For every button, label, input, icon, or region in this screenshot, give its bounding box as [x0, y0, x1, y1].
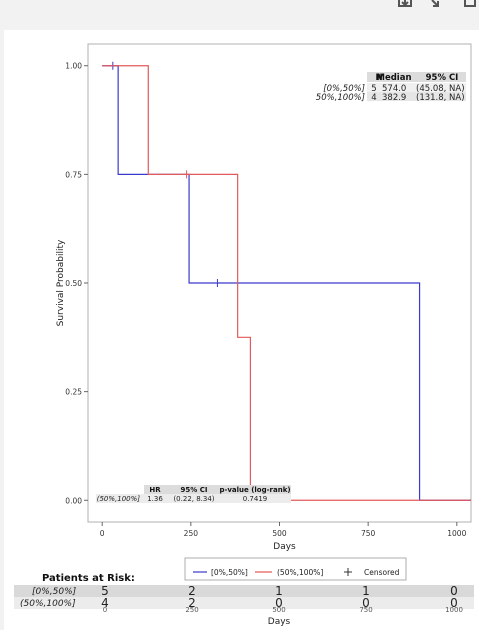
y-axis-label: Survival Probability — [56, 239, 66, 326]
risk-table-cell: 0 — [450, 584, 458, 598]
survival-curve-1 — [102, 65, 471, 501]
risk-table-cell: 2 — [188, 584, 196, 598]
legend-label-2: (50%,100%] — [277, 568, 323, 577]
hr-table-row-label: (50%,100%] — [97, 495, 141, 503]
legend-censored-label: Censored — [364, 568, 400, 577]
risk-table-cell: 0 — [362, 596, 370, 610]
risk-table-cell: 5 — [101, 584, 109, 598]
legend-censored-mark — [344, 568, 352, 576]
risk-table-row-label: [0%,50%] — [32, 587, 77, 597]
median-table-header-bg — [367, 72, 466, 82]
risk-table-cell: 4 — [101, 596, 109, 610]
risk-axis-label: Days — [268, 617, 291, 627]
hr-table-ci: (0.22, 8.34) — [173, 495, 214, 503]
risk-axis-tick-label: 500 — [272, 606, 285, 614]
median-table-header: Median — [376, 73, 411, 83]
risk-table-cell: 2 — [188, 596, 196, 610]
expand-icon[interactable] — [463, 0, 479, 10]
risk-table-row: [0%,50%] 5 2 1 1 0 — [14, 584, 474, 598]
y-tick-label: 1.00 — [65, 62, 82, 71]
median-table-median: 574.0 — [382, 84, 406, 94]
censored-mark — [213, 279, 222, 287]
risk-table-row: (50%,100%] 4 2 0 0 0 — [14, 596, 474, 610]
legend-label-1: [0%,50%] — [211, 568, 248, 577]
download-icon[interactable] — [397, 0, 413, 10]
risk-table-axis: 0 250 500 750 1000 Days — [103, 606, 463, 627]
x-tick-label: 1000 — [447, 529, 466, 538]
median-table-ci: (45.08, NA) — [416, 84, 465, 94]
x-tick-label: 750 — [361, 529, 376, 538]
risk-table-cell: 0 — [450, 596, 458, 610]
median-table-header: N — [375, 73, 382, 83]
risk-axis-tick-label: 0 — [103, 606, 107, 614]
median-table-n: 4 — [371, 93, 376, 103]
hr-table-header: HR — [149, 486, 161, 494]
risk-table-cell: 0 — [275, 596, 283, 610]
x-tick-label: 0 — [100, 529, 105, 538]
median-table-header: 95% CI — [426, 73, 459, 83]
risk-table-cell: 1 — [362, 584, 370, 598]
y-tick-label: 0.50 — [65, 279, 82, 288]
x-tick-label: 500 — [272, 529, 287, 538]
y-tick-label: 0.25 — [65, 388, 82, 397]
hr-table-hr: 1.36 — [147, 495, 163, 503]
hr-table-header: 95% CI — [181, 486, 208, 494]
median-table-row-label: [0%,50%] — [323, 84, 365, 94]
risk-table-row-label: (50%,100%] — [20, 599, 76, 609]
x-axis-label: Days — [273, 542, 296, 552]
survival-curve-2 — [102, 65, 471, 501]
median-table-median: 382.9 — [382, 93, 406, 103]
legend-box — [184, 557, 407, 581]
median-table-row-label: 50%,100%] — [316, 93, 365, 103]
survival-plot: 0.00 0.25 0.50 0.75 1.00 0 250 500 750 1000 Days Su… — [56, 43, 472, 581]
median-table-n: 5 — [371, 84, 376, 94]
collapse-icon[interactable] — [429, 0, 445, 10]
hr-table-header: p-value (log-rank) — [219, 486, 290, 494]
risk-table-title: Patients at Risk: — [42, 573, 135, 584]
hr-table-row-bg — [96, 494, 291, 503]
median-table-row-bg — [367, 92, 466, 101]
risk-table: [0%,50%] 5 2 1 1 0 (50%,100%] 4 2 0 0 0 — [14, 584, 474, 610]
y-tick-label: 0.75 — [65, 170, 82, 179]
censored-mark — [182, 170, 191, 179]
median-table-row-bg — [367, 83, 466, 92]
plot-panel: 0.00 0.25 0.50 0.75 1.00 0 250 500 750 1000 Days Su… — [4, 30, 479, 630]
hr-table-p: 0.7419 — [243, 495, 268, 503]
risk-axis-tick-label: 1000 — [445, 606, 463, 614]
x-tick-label: 250 — [184, 529, 199, 538]
risk-table-cell: 1 — [275, 584, 283, 598]
plot-toolbar — [369, 0, 479, 14]
median-table-ci: (131.8, NA) — [416, 93, 465, 103]
risk-axis-tick-label: 250 — [185, 606, 198, 614]
hr-table-header-bg — [144, 485, 291, 494]
risk-axis-tick-label: 750 — [359, 606, 372, 614]
y-tick-label: 0.00 — [65, 496, 82, 505]
